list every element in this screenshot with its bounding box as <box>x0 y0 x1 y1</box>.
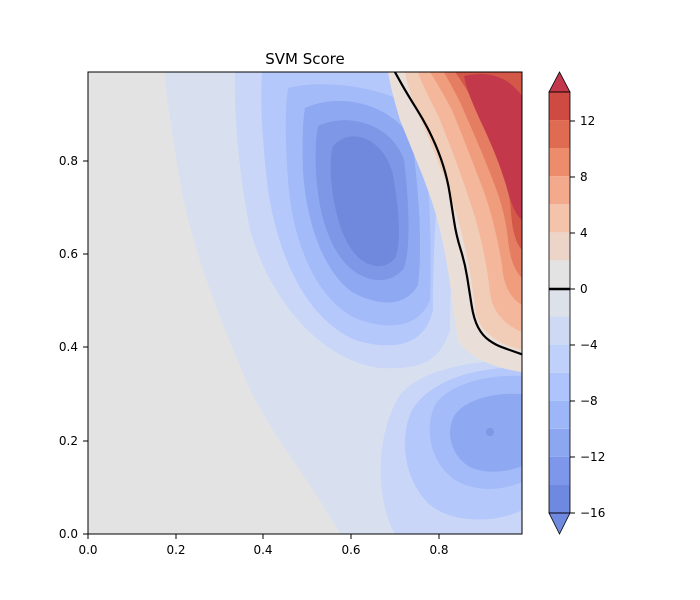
colorbar-band <box>549 260 570 289</box>
y-tick-label: 0.8 <box>59 154 78 168</box>
colorbar-band <box>549 372 570 401</box>
x-tick-label: 0.8 <box>429 543 448 557</box>
colorbar-tick-label: 0 <box>580 282 588 296</box>
colorbar-bottom-extension <box>548 512 571 535</box>
colorbar-band <box>549 148 570 177</box>
colorbar-band <box>549 344 570 373</box>
contour-band-minus-14 <box>330 136 399 267</box>
decision-boundary-line <box>393 72 522 356</box>
y-axis: 0.0 0.2 0.4 0.6 0.8 <box>59 154 88 541</box>
plot-frame <box>87 71 523 535</box>
contour-band-plus-14 <box>464 74 522 220</box>
contour-band-lower-minus-12 <box>486 428 494 436</box>
colorbar-tick-label: 8 <box>580 170 588 184</box>
colorbar-band <box>549 204 570 233</box>
x-tick-label: 0.2 <box>166 543 185 557</box>
colorbar-frame <box>548 91 571 514</box>
y-tick-label: 0.6 <box>59 247 78 261</box>
colorbar-band <box>549 176 570 205</box>
colorbar-band <box>549 288 570 317</box>
colorbar-tick-label: −16 <box>580 506 605 520</box>
colorbar-tick-label: −4 <box>580 338 598 352</box>
plot-area: 0.0 0.2 0.4 0.6 0.8 0.0 0.2 0.4 0.6 0.8 <box>59 71 523 557</box>
colorbar-band <box>549 428 570 457</box>
colorbar-top-extension <box>548 71 571 93</box>
chart-title: SVM Score <box>265 50 345 68</box>
x-tick-label: 0.4 <box>253 543 272 557</box>
colorbar-tick-label: 12 <box>580 114 595 128</box>
colorbar-tick-label: −12 <box>580 450 605 464</box>
y-tick-label: 0.4 <box>59 340 78 354</box>
colorbar-band <box>549 92 570 121</box>
colorbar-ticks: 12 8 4 0 −4 −8 −12 −16 <box>570 114 605 520</box>
colorbar-tick-label: 4 <box>580 226 588 240</box>
colorbar-band <box>549 400 570 429</box>
y-tick-label: 0.0 <box>59 527 78 541</box>
colorbar-tick-label: −8 <box>580 394 598 408</box>
colorbar: 12 8 4 0 −4 −8 −12 −16 <box>548 71 605 535</box>
x-tick-label: 0.0 <box>78 543 97 557</box>
colorbar-band <box>549 316 570 345</box>
x-tick-label: 0.6 <box>341 543 360 557</box>
colorbar-band <box>549 120 570 149</box>
colorbar-band <box>549 456 570 485</box>
colorbar-bands <box>549 92 570 513</box>
y-tick-label: 0.2 <box>59 434 78 448</box>
colorbar-band <box>549 232 570 261</box>
colorbar-band <box>549 484 570 513</box>
x-axis: 0.0 0.2 0.4 0.6 0.8 <box>78 534 449 557</box>
contour-band-lower-minus-10 <box>450 393 522 472</box>
